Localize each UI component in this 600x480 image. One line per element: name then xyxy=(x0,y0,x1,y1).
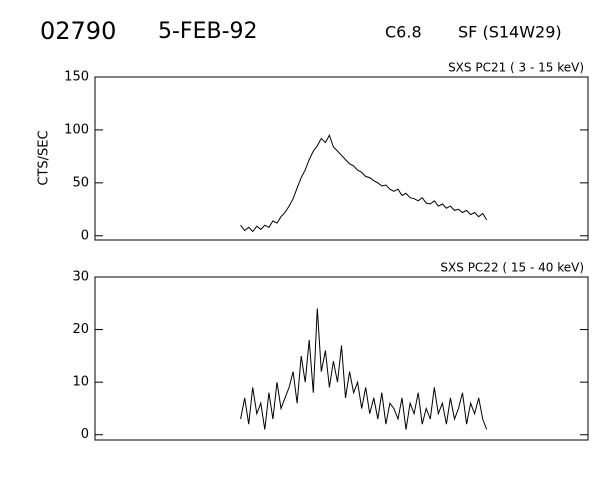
data-line xyxy=(240,308,488,430)
event-id: 02790 xyxy=(40,17,116,45)
y-tick-label: 20 xyxy=(72,322,89,337)
flare-location: SF (S14W29) xyxy=(458,23,562,42)
plot-frame xyxy=(94,276,589,441)
panel-subtitle: SXS PC22 ( 15 - 40 keV) xyxy=(440,261,584,275)
y-tick-label: 30 xyxy=(72,270,89,285)
event-date: 5-FEB-92 xyxy=(158,19,258,44)
data-line xyxy=(240,133,488,233)
y-tick-label: 150 xyxy=(64,70,89,85)
flare-class: C6.8 xyxy=(385,23,422,42)
y-tick-label: 10 xyxy=(72,375,89,390)
y-tick-label: 100 xyxy=(64,122,89,137)
y-tick-label: 50 xyxy=(72,175,89,190)
plot-frame xyxy=(94,76,589,241)
y-tick-label: 0 xyxy=(81,427,89,442)
y-tick-label: 0 xyxy=(81,228,89,243)
panel-subtitle: SXS PC21 ( 3 - 15 keV) xyxy=(448,61,584,75)
y-axis-label: CTS/SEC xyxy=(37,130,52,185)
